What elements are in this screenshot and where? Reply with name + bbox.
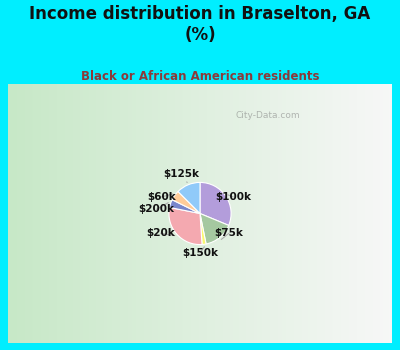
Text: $20k: $20k [146,228,175,238]
Text: $125k: $125k [163,169,199,182]
Wedge shape [200,214,229,244]
Wedge shape [200,214,206,245]
Wedge shape [200,182,231,225]
Text: Income distribution in Braselton, GA
(%): Income distribution in Braselton, GA (%) [29,5,371,44]
Text: $60k: $60k [147,192,176,202]
Text: $200k: $200k [138,203,174,214]
Text: $150k: $150k [182,247,218,258]
Text: City-Data.com: City-Data.com [235,111,300,120]
Wedge shape [178,182,200,213]
Wedge shape [172,191,200,214]
Wedge shape [170,200,200,214]
Text: Black or African American residents: Black or African American residents [81,70,319,84]
Text: $100k: $100k [215,192,251,202]
Text: $75k: $75k [214,228,244,239]
Wedge shape [169,208,202,245]
